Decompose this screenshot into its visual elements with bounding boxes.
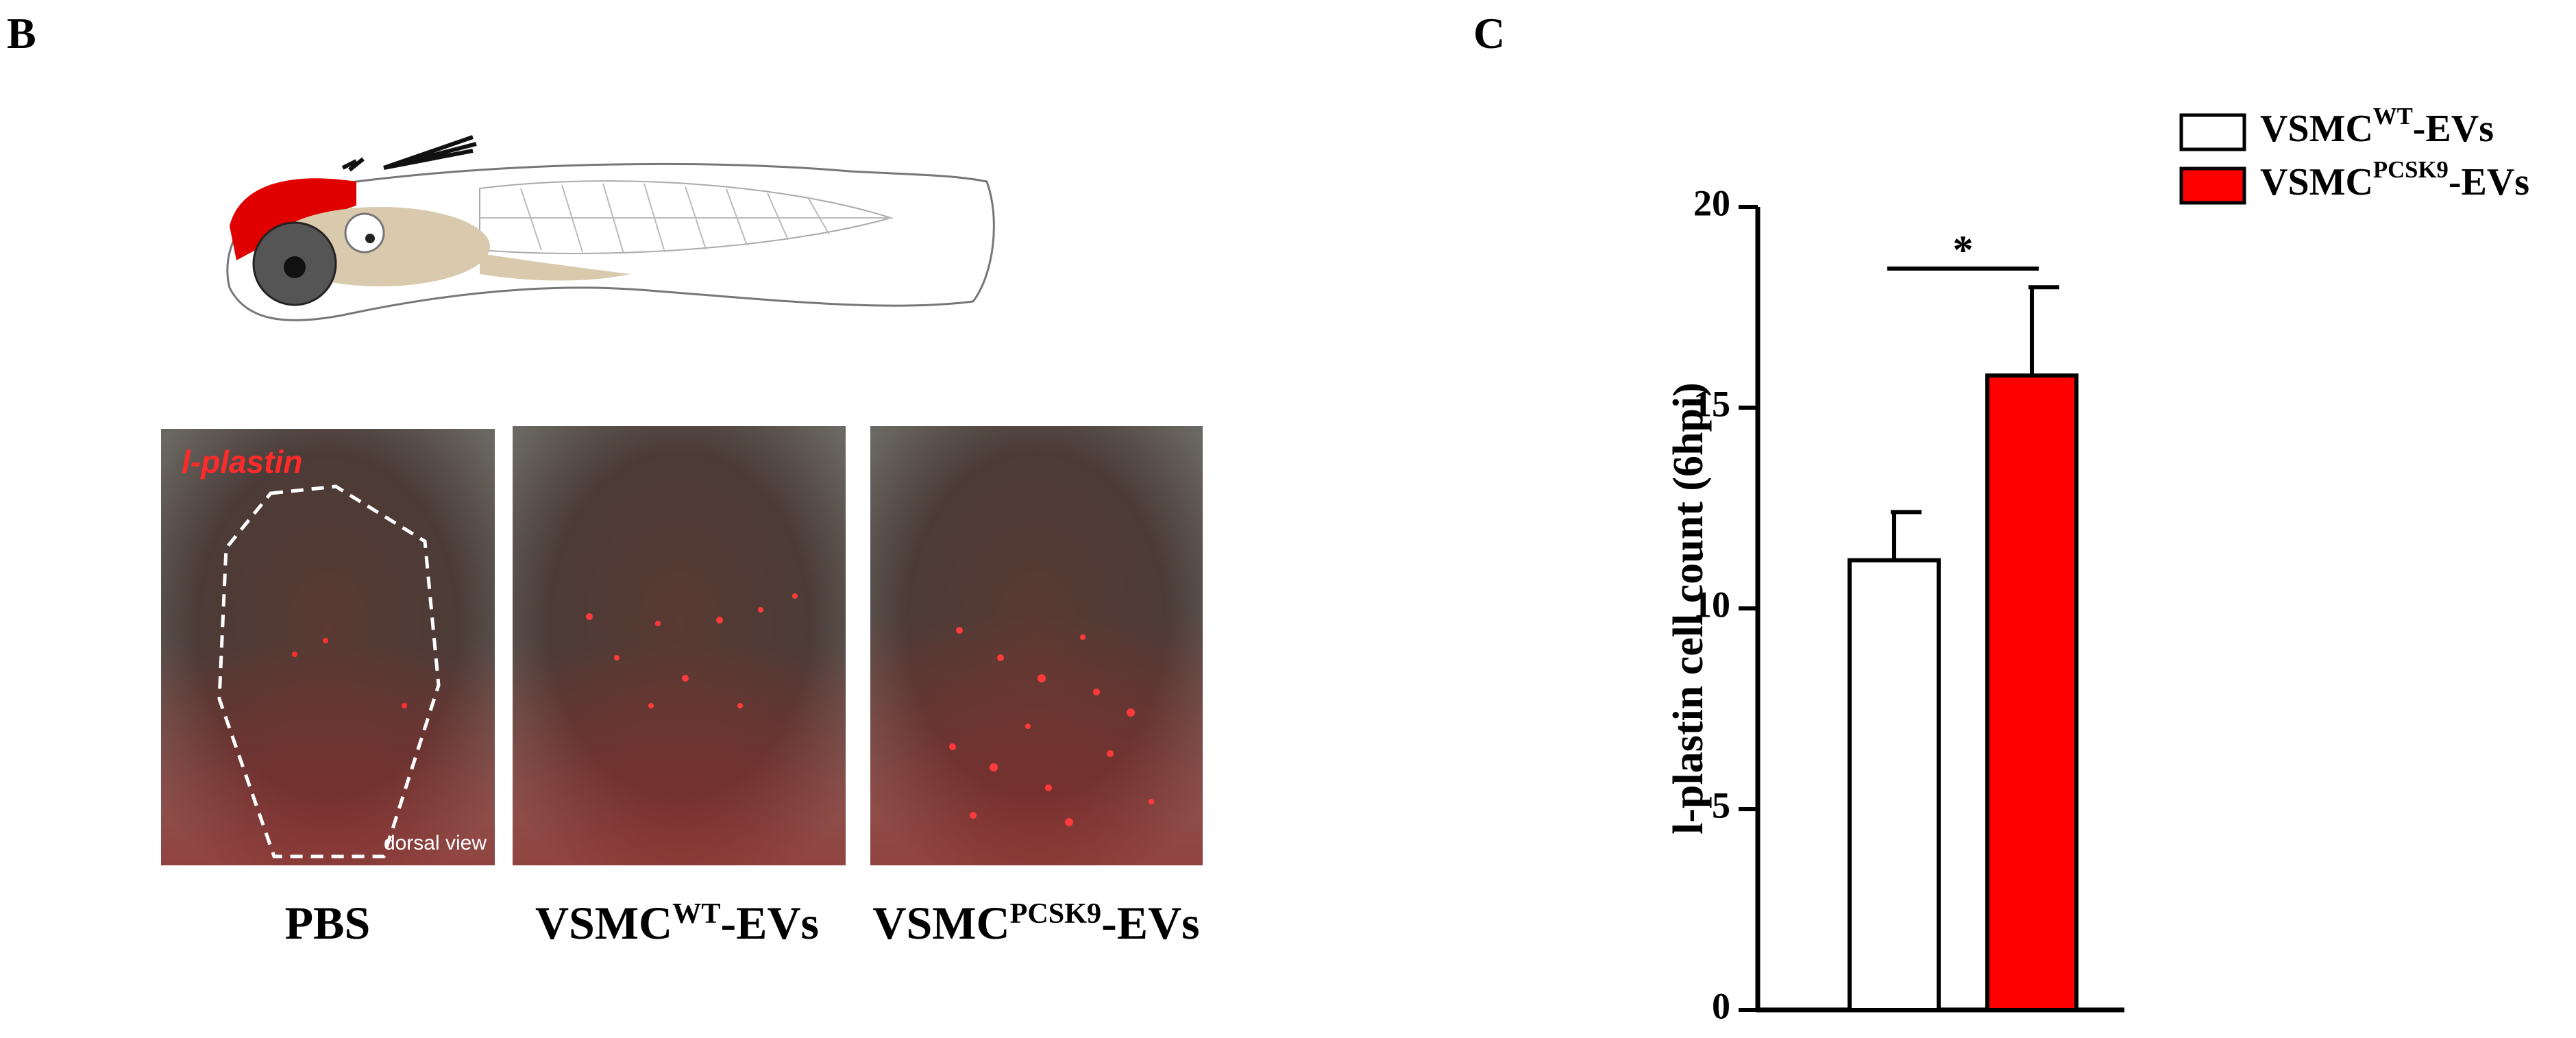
y-tick-label: 15 xyxy=(1693,383,1730,424)
label-part: -EVs xyxy=(1101,897,1200,949)
legend-swatch xyxy=(2179,113,2246,151)
legend-swatch xyxy=(2179,166,2246,205)
label-part: PCSK9 xyxy=(1010,898,1102,930)
y-tick-label: 10 xyxy=(1693,584,1730,625)
microscopy-image xyxy=(513,426,846,865)
bar xyxy=(1848,558,1941,1012)
view-label: dorsal view xyxy=(384,832,487,854)
label-part: WT xyxy=(2373,103,2413,129)
microscopy-image xyxy=(870,426,1203,865)
legend-label: VSMCPCSK9-EVs xyxy=(2260,156,2529,203)
label-part: -EVs xyxy=(2449,161,2529,203)
label-part: -EVs xyxy=(720,897,819,949)
microscopy-image: l-plastin dorsal view xyxy=(161,429,495,865)
label-part: PBS xyxy=(285,897,371,949)
label-part: VSMC xyxy=(2260,161,2373,203)
label-part: WT xyxy=(672,898,720,930)
zebrafish-drawing xyxy=(226,135,995,321)
image-labels: PBS VSMCWT-EVs VSMCPCSK9-EVs xyxy=(285,897,1200,949)
label-part: VSMC xyxy=(535,897,672,949)
y-axis-label: l-plastin cell count (6hpi) xyxy=(1665,382,1712,835)
y-tick-label: 5 xyxy=(1712,784,1730,826)
image-label: VSMCWT-EVs xyxy=(535,897,819,949)
inset-label: l-plastin xyxy=(182,444,302,480)
label-part: VSMC xyxy=(872,897,1009,949)
image-label: PBS xyxy=(285,897,371,949)
legend-label: VSMCWT-EVs xyxy=(2260,103,2494,149)
image-label: VSMCPCSK9-EVs xyxy=(872,897,1199,949)
y-tick-label: 0 xyxy=(1712,985,1730,1026)
panel-label: C xyxy=(1473,9,1505,58)
label-part: VSMC xyxy=(2260,108,2373,150)
significance-label: * xyxy=(1953,227,1974,273)
label-part: -EVs xyxy=(2413,108,2494,150)
bar xyxy=(1985,373,2078,1012)
y-tick-label: 20 xyxy=(1693,182,1730,223)
panel-label: B xyxy=(7,9,36,58)
label-part: PCSK9 xyxy=(2373,156,2449,183)
